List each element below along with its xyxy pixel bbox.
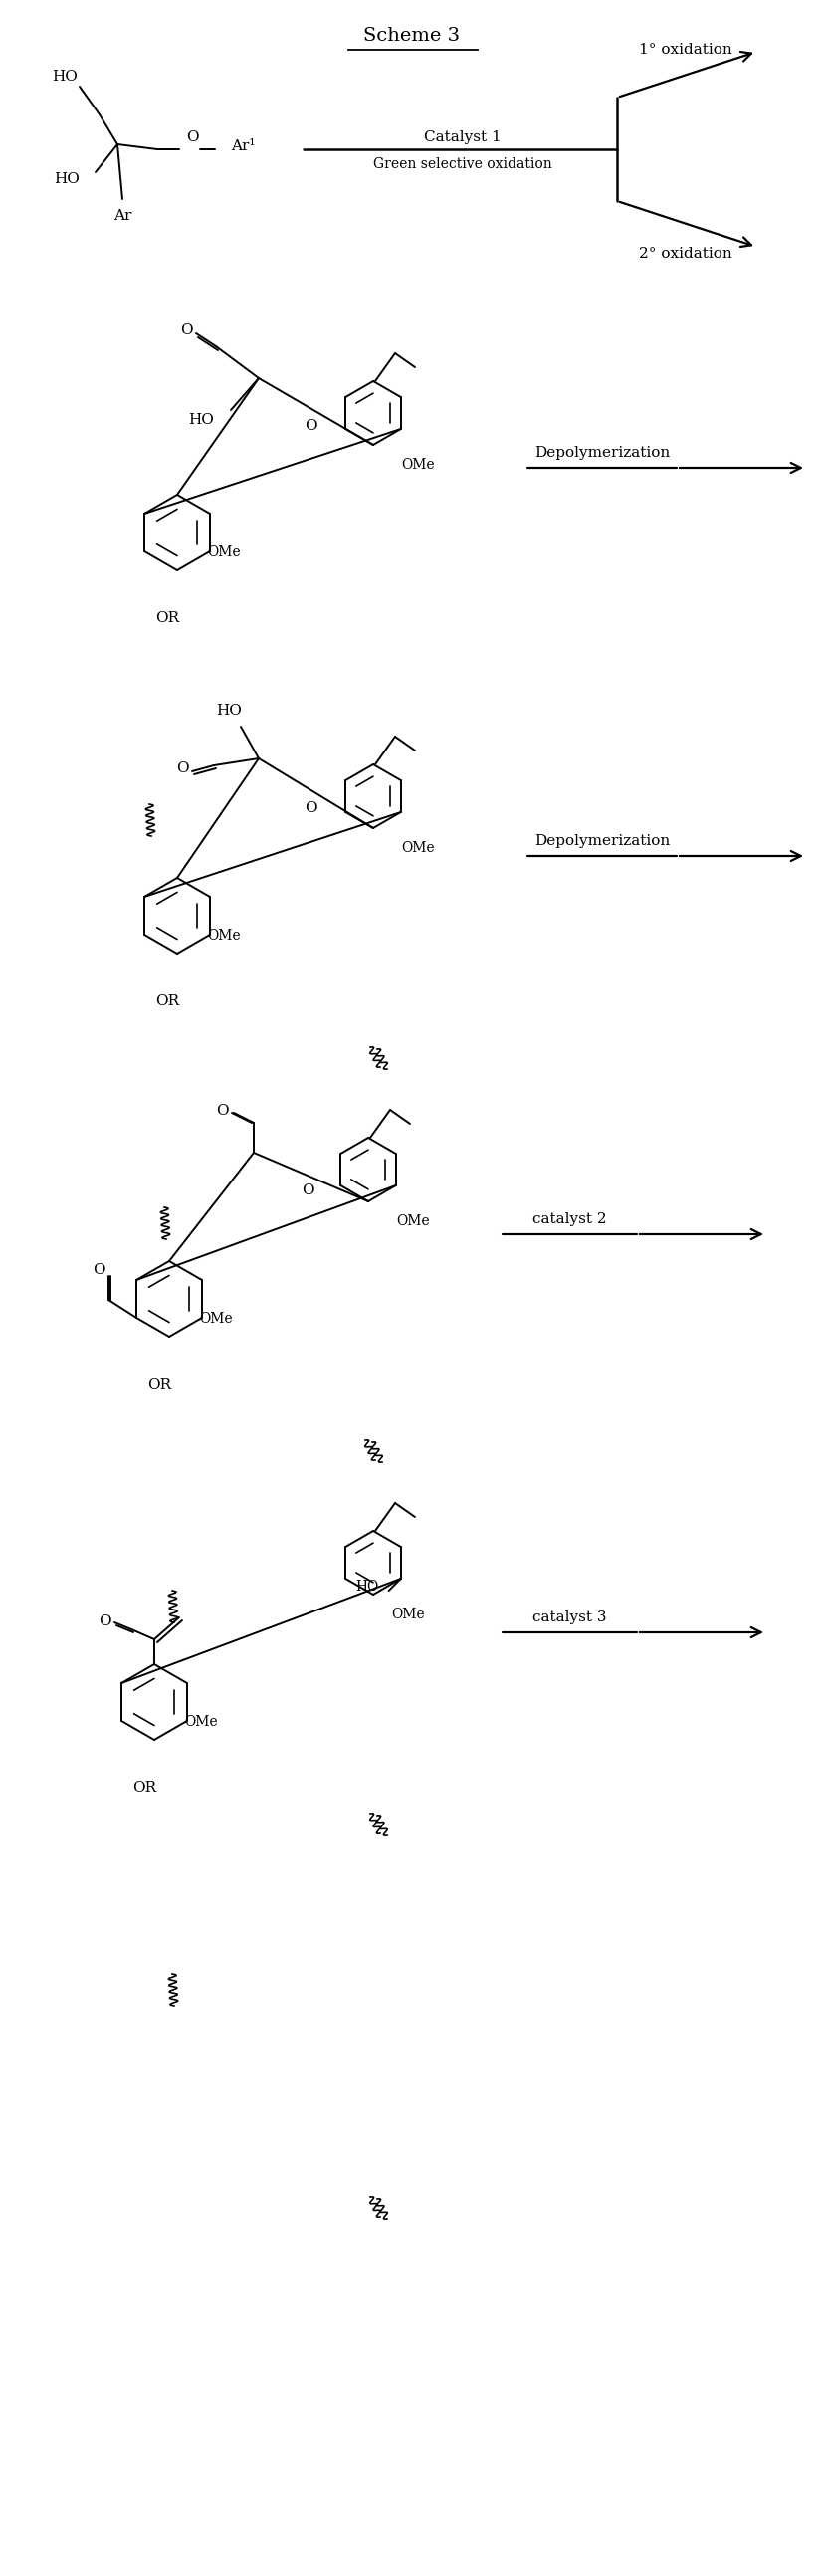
Text: Ar: Ar: [113, 209, 131, 224]
Text: Green selective oxidation: Green selective oxidation: [373, 157, 551, 170]
Text: HO: HO: [355, 1579, 378, 1595]
Text: OMe: OMe: [400, 842, 434, 855]
Text: HO: HO: [188, 412, 213, 428]
Text: OMe: OMe: [400, 459, 434, 471]
Text: Catalyst 1: Catalyst 1: [424, 131, 501, 144]
Text: OMe: OMe: [396, 1213, 429, 1229]
Text: OR: OR: [155, 994, 179, 1007]
Text: HO: HO: [54, 173, 80, 185]
Text: OMe: OMe: [207, 546, 240, 559]
Text: OR: OR: [132, 1780, 156, 1795]
Text: 2° oxidation: 2° oxidation: [638, 247, 732, 260]
Text: O: O: [304, 801, 317, 814]
Text: Ar¹: Ar¹: [231, 139, 255, 155]
Text: catalyst 2: catalyst 2: [531, 1213, 606, 1226]
Text: OMe: OMe: [199, 1311, 232, 1327]
Text: OR: OR: [155, 611, 179, 626]
Text: catalyst 3: catalyst 3: [531, 1610, 606, 1625]
Text: O: O: [185, 131, 198, 144]
Text: O: O: [98, 1615, 110, 1628]
Text: Depolymerization: Depolymerization: [534, 835, 669, 848]
Text: Depolymerization: Depolymerization: [534, 446, 669, 461]
Text: O: O: [180, 325, 192, 337]
Text: O: O: [304, 420, 317, 433]
Text: O: O: [176, 762, 188, 775]
Text: OMe: OMe: [207, 930, 240, 943]
Text: OR: OR: [147, 1378, 171, 1391]
Text: O: O: [302, 1185, 314, 1198]
Text: OMe: OMe: [184, 1716, 218, 1728]
Text: OMe: OMe: [391, 1607, 424, 1620]
Text: O: O: [92, 1262, 105, 1278]
Text: Scheme 3: Scheme 3: [363, 26, 460, 44]
Text: 1° oxidation: 1° oxidation: [638, 44, 732, 57]
Text: HO: HO: [216, 703, 241, 719]
Text: HO: HO: [52, 70, 77, 82]
Text: O: O: [215, 1105, 228, 1118]
